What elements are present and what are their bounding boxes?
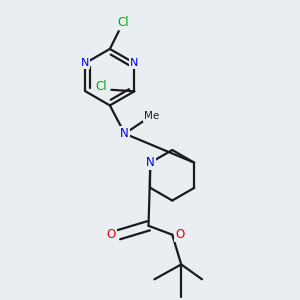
Text: N: N [81,58,90,68]
Text: Me: Me [144,111,159,121]
Text: O: O [175,228,184,241]
Text: N: N [120,127,129,140]
Text: N: N [146,156,155,169]
Text: O: O [107,228,116,241]
Text: Cl: Cl [95,80,106,93]
Text: N: N [130,58,139,68]
Text: Cl: Cl [117,16,129,29]
